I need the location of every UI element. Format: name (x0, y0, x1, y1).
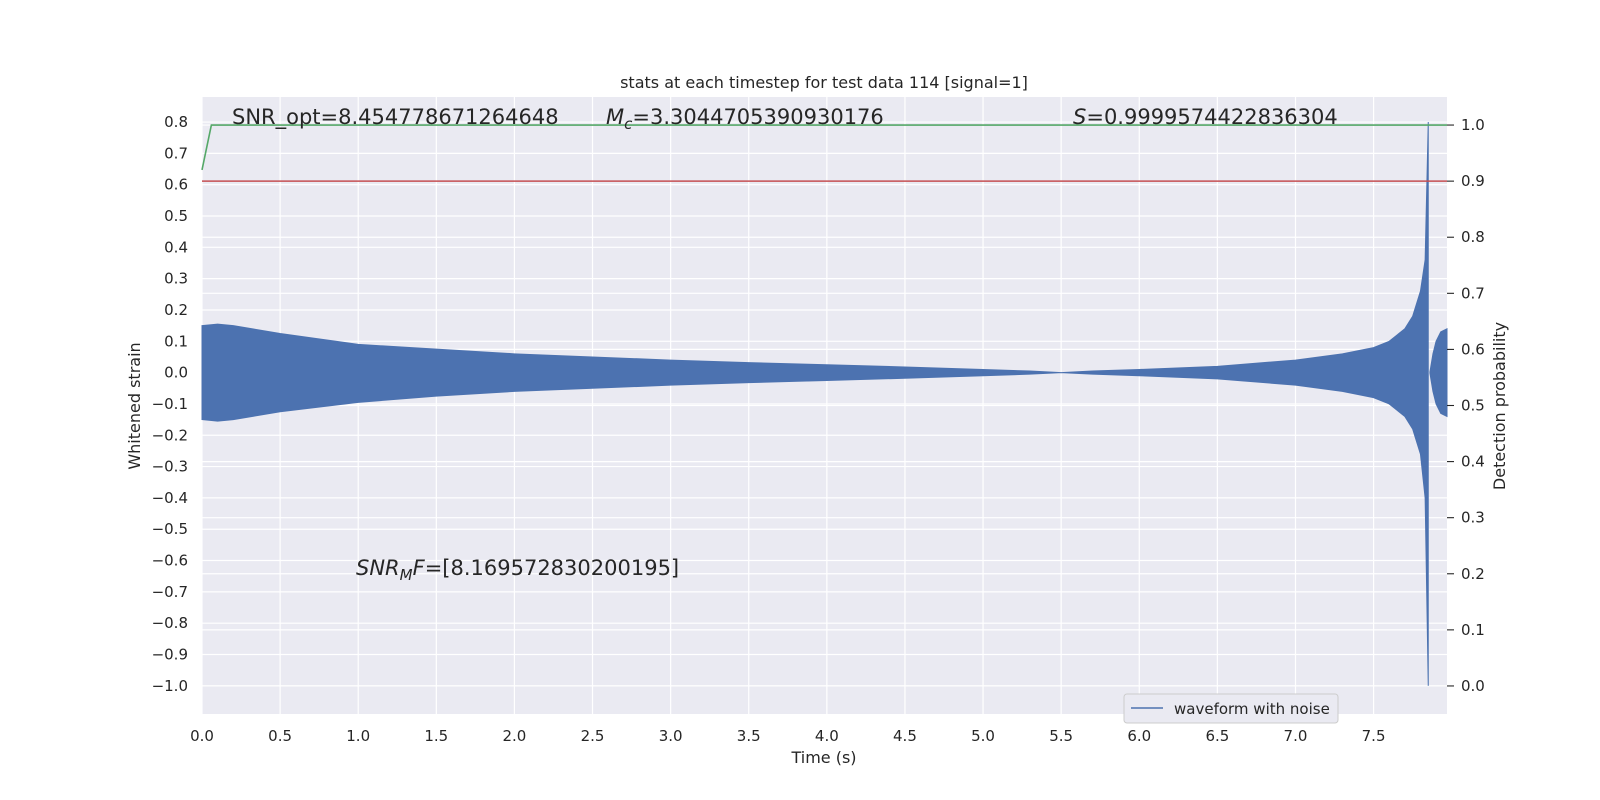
annotation-chirp-mass-subscript: c (624, 115, 633, 133)
x-tick-label: 5.0 (971, 727, 995, 745)
series-waveform-ringdown (1429, 327, 1448, 418)
x-tick-label: 7.5 (1362, 727, 1386, 745)
annotation-snr-mf-value: =[8.169572830200195] (425, 556, 679, 580)
x-tick-label: 2.0 (502, 727, 526, 745)
x-tick-label: 0.5 (268, 727, 292, 745)
y-left-tick-label: 0.7 (164, 144, 188, 162)
x-tick-label: 6.5 (1205, 727, 1229, 745)
y-left-tick-label: −1.0 (152, 677, 188, 695)
y-left-tick-label: 0.0 (164, 364, 188, 382)
y-right-tick-label: 0.2 (1461, 565, 1485, 583)
x-tick-label: 3.0 (659, 727, 683, 745)
annotation-snr-mf-subscript: M (400, 566, 413, 584)
y-right-tick-labels: 1.0 0.9 0.8 0.7 0.6 0.5 0.4 0.3 0.2 0.1 0.0 (1447, 116, 1485, 695)
x-tick-label: 3.5 (737, 727, 761, 745)
y-left-tick-label: −0.2 (152, 426, 188, 444)
y-right-tick-label: 0.8 (1461, 228, 1485, 246)
x-tick-label: 6.0 (1127, 727, 1151, 745)
y-left-tick-label: −0.7 (152, 583, 188, 601)
series-waveform-envelope (201, 122, 1429, 686)
y-left-tick-label: −0.1 (152, 395, 188, 413)
x-tick-label: 7.0 (1284, 727, 1308, 745)
y-left-tick-label: 0.4 (164, 238, 188, 256)
y-left-tick-label: 0.5 (164, 207, 188, 225)
annotation-s: S=0.9999574422836304 (1073, 105, 1338, 129)
y-right-tick-label: 0.3 (1461, 509, 1485, 527)
y-left-tick-label: 0.2 (164, 301, 188, 319)
y-right-axis-label: Detection probability (1490, 322, 1509, 490)
y-left-tick-label: 0.1 (164, 332, 188, 350)
annotation-snr-mf-f: F (413, 556, 426, 580)
y-right-tick-label: 0.7 (1461, 284, 1485, 302)
y-right-tick-label: 0.0 (1461, 677, 1485, 695)
annotation-chirp-mass-symbol: M (606, 105, 624, 129)
y-left-axis-label: Whitened strain (125, 342, 144, 469)
y-right-tick-label: 0.6 (1461, 340, 1485, 358)
legend-label-waveform: waveform with noise (1174, 700, 1330, 718)
annotation-s-value: =0.9999574422836304 (1086, 105, 1337, 129)
y-left-tick-label: −0.4 (152, 489, 188, 507)
annotation-chirp-mass-value: =3.3044705390930176 (632, 105, 883, 129)
y-right-tick-label: 0.4 (1461, 453, 1485, 471)
y-left-tick-label: −0.8 (152, 614, 188, 632)
annotation-chirp-mass: Mc=3.3044705390930176 (606, 105, 884, 133)
x-tick-label: 1.0 (346, 727, 370, 745)
series-layer (201, 122, 1448, 686)
y-right-tick-label: 1.0 (1461, 116, 1485, 134)
y-right-tick-label: 0.9 (1461, 172, 1485, 190)
y-left-tick-label: 0.6 (164, 176, 188, 194)
x-axis-label: Time (s) (790, 748, 856, 767)
y-left-tick-label: 0.3 (164, 270, 188, 288)
legend-box (1123, 693, 1339, 724)
x-tick-label: 5.5 (1049, 727, 1073, 745)
x-tick-label: 4.5 (893, 727, 917, 745)
y-left-tick-label: −0.3 (152, 458, 188, 476)
legend: waveform with noise (1123, 693, 1339, 724)
x-tick-label: 2.5 (581, 727, 605, 745)
x-tick-labels: 0.0 0.5 1.0 1.5 2.0 2.5 3.0 3.5 4.0 4.5 5.0 5.5 6.0 6… (190, 727, 1385, 745)
y-left-tick-label: −0.6 (152, 552, 188, 570)
chart-title: stats at each timestep for test data 114… (620, 73, 1028, 92)
series-line-1 (201, 124, 1447, 171)
annotation-snr-mf-symbol: SNR (356, 556, 400, 580)
annotation-snr-mf: SNRMF=[8.169572830200195] (356, 556, 679, 584)
annotation-s-symbol: S (1073, 105, 1086, 129)
x-tick-label: 0.0 (190, 727, 214, 745)
y-left-tick-labels: 0.8 0.7 0.6 0.5 0.4 0.3 0.2 0.1 0.0 −0.1 −0.2 −0.3 −… (152, 113, 188, 695)
y-right-tick-label: 0.1 (1461, 621, 1485, 639)
y-left-tick-label: 0.8 (164, 113, 188, 131)
y-left-tick-label: −0.5 (152, 520, 188, 538)
y-left-tick-label: −0.9 (152, 645, 188, 663)
x-tick-label: 1.5 (424, 727, 448, 745)
x-tick-label: 4.0 (815, 727, 839, 745)
annotation-snr-opt: SNR_opt=8.454778671264648 (232, 105, 559, 130)
y-right-tick-label: 0.5 (1461, 397, 1485, 415)
